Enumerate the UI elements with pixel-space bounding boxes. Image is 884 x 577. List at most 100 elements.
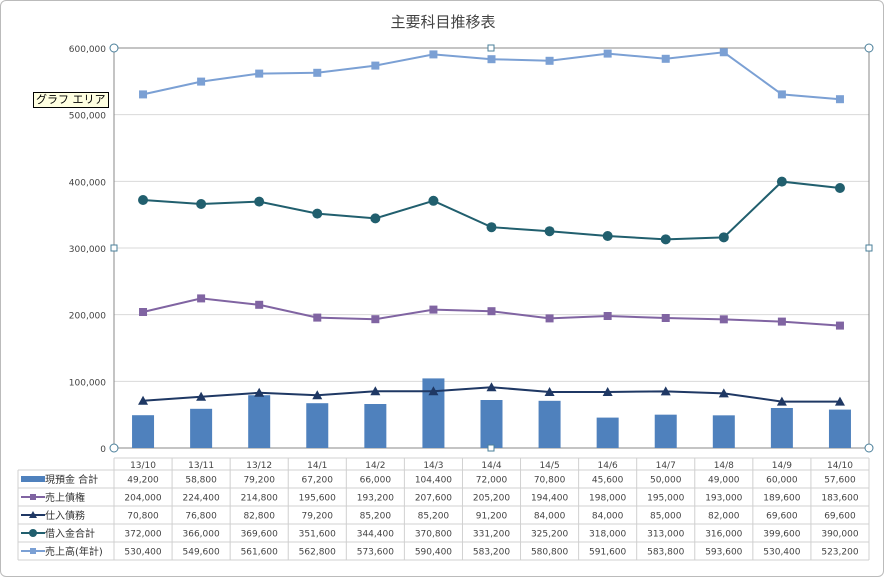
y-tick-label: 200,000 xyxy=(69,312,106,322)
x-category-label: 14/6 xyxy=(598,461,618,471)
circle-marker xyxy=(428,195,439,206)
triangle-marker xyxy=(660,386,671,396)
square-marker xyxy=(835,95,844,104)
data-table-cell: 45,600 xyxy=(592,476,624,486)
x-category-label: 13/11 xyxy=(188,461,214,471)
circle-marker xyxy=(660,234,671,245)
x-category-label: 14/8 xyxy=(714,461,734,471)
bar xyxy=(712,415,735,448)
data-table-cell: 562,800 xyxy=(299,548,336,558)
data-table-cell: 57,600 xyxy=(824,476,856,486)
square-marker xyxy=(139,308,148,316)
circle-marker xyxy=(834,183,845,193)
square-marker xyxy=(661,54,670,63)
legend-marker xyxy=(30,494,36,500)
data-table-cell: 591,600 xyxy=(589,548,626,558)
resize-handle xyxy=(109,43,119,53)
square-marker xyxy=(197,77,206,86)
data-table-cell: 70,800 xyxy=(127,512,159,522)
data-table-cell: 205,200 xyxy=(473,494,510,504)
square-marker xyxy=(487,55,496,64)
legend-marker xyxy=(29,529,37,537)
legend-label: 売上高(年計) xyxy=(45,545,103,558)
data-table-cell: 523,200 xyxy=(821,548,858,558)
data-table-cell: 50,000 xyxy=(650,476,682,486)
data-table-cell: 204,000 xyxy=(124,494,161,504)
data-table-cell: 195,600 xyxy=(299,494,336,504)
bar xyxy=(422,378,445,448)
x-category-label: 13/12 xyxy=(246,461,272,471)
bar xyxy=(828,409,851,448)
square-marker xyxy=(429,305,438,314)
data-table-cell: 313,000 xyxy=(647,530,684,540)
bar xyxy=(306,403,329,448)
data-table-cell: 85,200 xyxy=(418,512,450,522)
square-marker xyxy=(719,48,728,57)
circle-marker xyxy=(312,208,323,219)
data-table-cell: 70,800 xyxy=(534,476,566,486)
square-marker xyxy=(139,90,148,99)
data-table-cell: 530,400 xyxy=(124,548,161,558)
data-table-cell: 49,200 xyxy=(127,476,159,486)
data-table-cell: 69,600 xyxy=(824,512,856,522)
data-table-cell: 58,800 xyxy=(185,476,217,486)
square-marker xyxy=(661,314,670,322)
x-category-label: 14/5 xyxy=(539,461,559,471)
triangle-marker xyxy=(428,386,439,396)
y-tick-label: 600,000 xyxy=(69,45,106,55)
circle-marker xyxy=(602,231,613,241)
data-table-cell: 60,000 xyxy=(766,476,798,486)
data-table-cell: 351,600 xyxy=(299,530,336,540)
legend-label: 仕入債務 xyxy=(45,509,85,522)
square-marker xyxy=(545,314,554,323)
square-marker xyxy=(371,315,380,324)
data-table-cell: 49,000 xyxy=(708,476,740,486)
triangle-marker xyxy=(718,388,729,398)
y-tick-label: 100,000 xyxy=(69,378,106,388)
triangle-marker xyxy=(370,386,381,396)
triangle-marker xyxy=(544,387,555,396)
x-category-label: 14/9 xyxy=(772,461,792,471)
circle-marker xyxy=(776,176,787,187)
x-category-label: 14/4 xyxy=(481,461,501,471)
legend-label: 借入金合計 xyxy=(45,527,95,540)
triangle-marker xyxy=(834,396,845,406)
bar xyxy=(248,395,271,448)
circle-marker xyxy=(138,195,149,205)
circle-marker xyxy=(544,226,555,237)
y-tick-label: 500,000 xyxy=(69,112,106,122)
triangle-marker xyxy=(602,387,613,396)
data-table-cell: 189,600 xyxy=(763,494,800,504)
x-category-label: 14/2 xyxy=(365,461,385,471)
data-table-cell: 214,800 xyxy=(241,494,278,504)
data-table-cell: 573,600 xyxy=(357,548,394,558)
data-table-cell: 69,600 xyxy=(766,512,798,522)
data-table-cell: 79,200 xyxy=(243,476,275,486)
data-table-cell: 530,400 xyxy=(763,548,800,558)
data-table-cell: 316,000 xyxy=(705,530,742,540)
data-table-cell: 366,000 xyxy=(183,530,220,540)
data-table-cell: 91,200 xyxy=(476,512,508,522)
data-table-cell: 580,800 xyxy=(531,548,568,558)
legend-marker xyxy=(29,511,37,518)
bar xyxy=(538,400,561,448)
data-table-cell: 390,000 xyxy=(821,530,858,540)
data-table-cell: 76,800 xyxy=(185,512,217,522)
data-table-cell: 583,800 xyxy=(647,548,684,558)
data-table-cell: 370,800 xyxy=(415,530,452,540)
triangle-marker xyxy=(196,391,207,401)
data-table-cell: 82,000 xyxy=(708,512,740,522)
data-table-cell: 593,600 xyxy=(705,548,742,558)
data-table-cell: 549,600 xyxy=(183,548,220,558)
data-table-cell: 207,600 xyxy=(415,494,452,504)
legend-label: 現預金 合計 xyxy=(45,473,98,486)
data-table-cell: 198,000 xyxy=(589,494,626,504)
data-table-cell: 399,600 xyxy=(763,530,800,540)
data-table-cell: 325,200 xyxy=(531,530,568,540)
data-table-cell: 583,200 xyxy=(473,548,510,558)
data-table-cell: 85,200 xyxy=(360,512,392,522)
legend-label: 売上債権 xyxy=(45,491,85,504)
square-marker xyxy=(313,313,322,322)
legend-key xyxy=(21,476,45,482)
